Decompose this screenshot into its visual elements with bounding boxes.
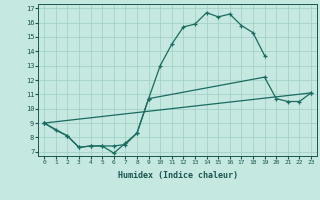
X-axis label: Humidex (Indice chaleur): Humidex (Indice chaleur): [118, 171, 238, 180]
